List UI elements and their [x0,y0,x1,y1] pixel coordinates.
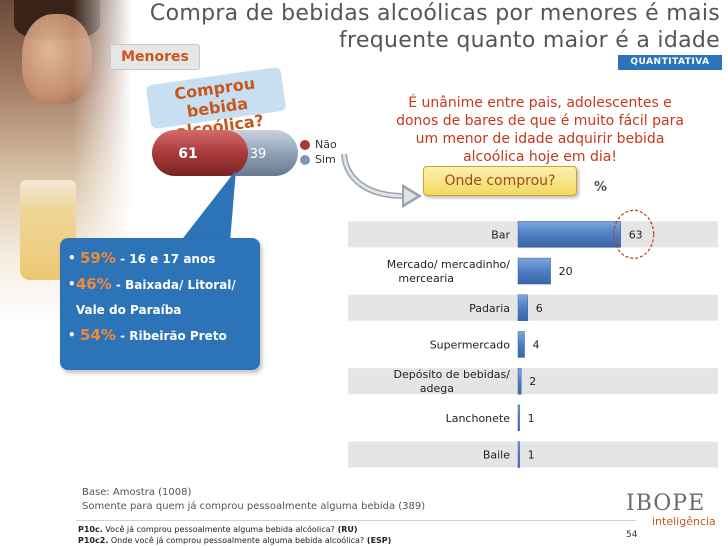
row-band [348,221,718,248]
bar-5 [517,404,520,432]
legend-item-sim: Sim [300,152,337,167]
highlight-text: - Baixada/ Litoral/ Vale do Paraíba [75,278,236,317]
question-tag: (RU) [334,525,358,534]
nao-value: 61 [178,146,197,162]
bullet-icon: • [68,251,76,265]
question-code: P10c. [78,525,103,534]
highlight-item: • 46% - Baixada/ Litoral/ Vale do Paraíb… [68,272,252,323]
page-number: 54 [626,530,638,540]
onde-comprou-button[interactable]: Onde comprou? [423,166,577,196]
bullet-icon: • [68,277,76,291]
legend-dot-nao [300,139,310,150]
question-bubble: Comprou bebida alcoólica? [145,66,287,142]
highlight-pct: 46% [75,275,112,293]
base-note-line: Somente para quem já comprou pessoalment… [82,501,426,512]
highlights-box: • 59% - 16 e 17 anos • 46% - Baixada/ Li… [60,238,260,370]
segment-tab: Menores [110,44,200,70]
nao-segment [152,130,248,176]
question-text: Você já comprou pessoalmente alguma bebi… [102,525,335,534]
comprou-split-pill: 61 39 [152,130,298,176]
bar-6 [517,441,520,468]
comprou-legend: Não Sim [300,137,337,167]
question-tag: (ESP) [364,536,392,545]
base-note-line: Base: Amostra (1008) [82,487,192,498]
category-label-line: mercearia [398,272,454,285]
category-label: Mercado/ mercadinho/mercearia [387,258,511,285]
legend-dot-sim [300,154,310,165]
row-band [348,368,718,395]
percent-symbol: % [594,180,608,195]
legend-label-nao: Não [315,138,337,151]
bar-value-label: 1 [528,412,535,425]
quantitativa-badge: QUANTITATIVA [618,55,722,70]
bar-0 [517,221,621,248]
page-title: Compra de bebidas alcoólicas por menores… [149,1,720,53]
category-label: Baile [483,449,510,462]
row-band [348,441,718,468]
highlight-item: • 54% - Ribeirão Preto [68,323,252,349]
question-text: Onde você já comprou pessoalmente alguma… [108,536,365,545]
bar-2 [517,294,529,321]
bullet-icon: • [68,328,76,342]
base-note: Base: Amostra (1008) Somente para quem j… [82,486,425,514]
category-label-line: Depósito de bebidas/ [394,368,511,381]
sim-value: 39 [250,147,267,162]
category-label-line: Mercado/ mercadinho/ [387,258,511,271]
highlight-text: - Ribeirão Preto [115,329,227,343]
highlight-text: - 16 e 17 anos [115,252,216,266]
bar-1 [517,257,551,285]
bar-4 [517,367,522,395]
category-label: Padaria [469,302,510,315]
highlight-pct: 59% [80,249,116,267]
bar-value-label: 2 [529,375,536,388]
bar-value-label: 63 [629,228,643,241]
category-label-line: adega [420,382,454,395]
bar-value-label: 6 [536,302,543,315]
bar-3 [517,331,525,358]
curved-arrow-icon [341,153,422,208]
question-code: P10c2. [78,536,109,545]
category-label: Bar [491,228,510,241]
category-label-line: Lanchonete [446,412,511,425]
category-label-line: Baile [483,449,510,462]
category-label-line: Bar [491,228,510,241]
bar-value-label: 1 [528,449,535,462]
bar-value-label: 4 [533,338,540,351]
logo-brand: IBOPE [626,491,706,516]
highlight-item: • 59% - 16 e 17 anos [68,246,252,272]
category-label: Lanchonete [446,412,511,425]
category-label-line: Padaria [469,302,510,315]
category-label: Depósito de bebidas/adega [394,368,511,395]
question-notes: P10c. Você já comprou pessoalmente algum… [78,524,391,546]
footer-divider [76,520,636,521]
category-label: Supermercado [430,338,511,351]
legend-item-nao: Não [300,137,337,152]
ibope-logo: IBOPE inteligência [626,492,726,528]
legend-label-sim: Sim [315,153,336,166]
highlight-pct: 54% [80,326,116,344]
logo-sub: inteligência [652,515,716,528]
unanime-statement: É unânime entre pais, adolescentes e don… [396,95,684,165]
callout-pointer [180,170,236,242]
category-label-line: Supermercado [430,338,511,351]
photo-face [22,14,92,104]
question-note: P10c2. Onde você já comprou pessoalmente… [78,535,391,546]
highlight-circle [613,209,655,259]
question-note: P10c. Você já comprou pessoalmente algum… [78,524,391,535]
row-band [348,294,718,321]
bar-value-label: 20 [559,265,573,278]
